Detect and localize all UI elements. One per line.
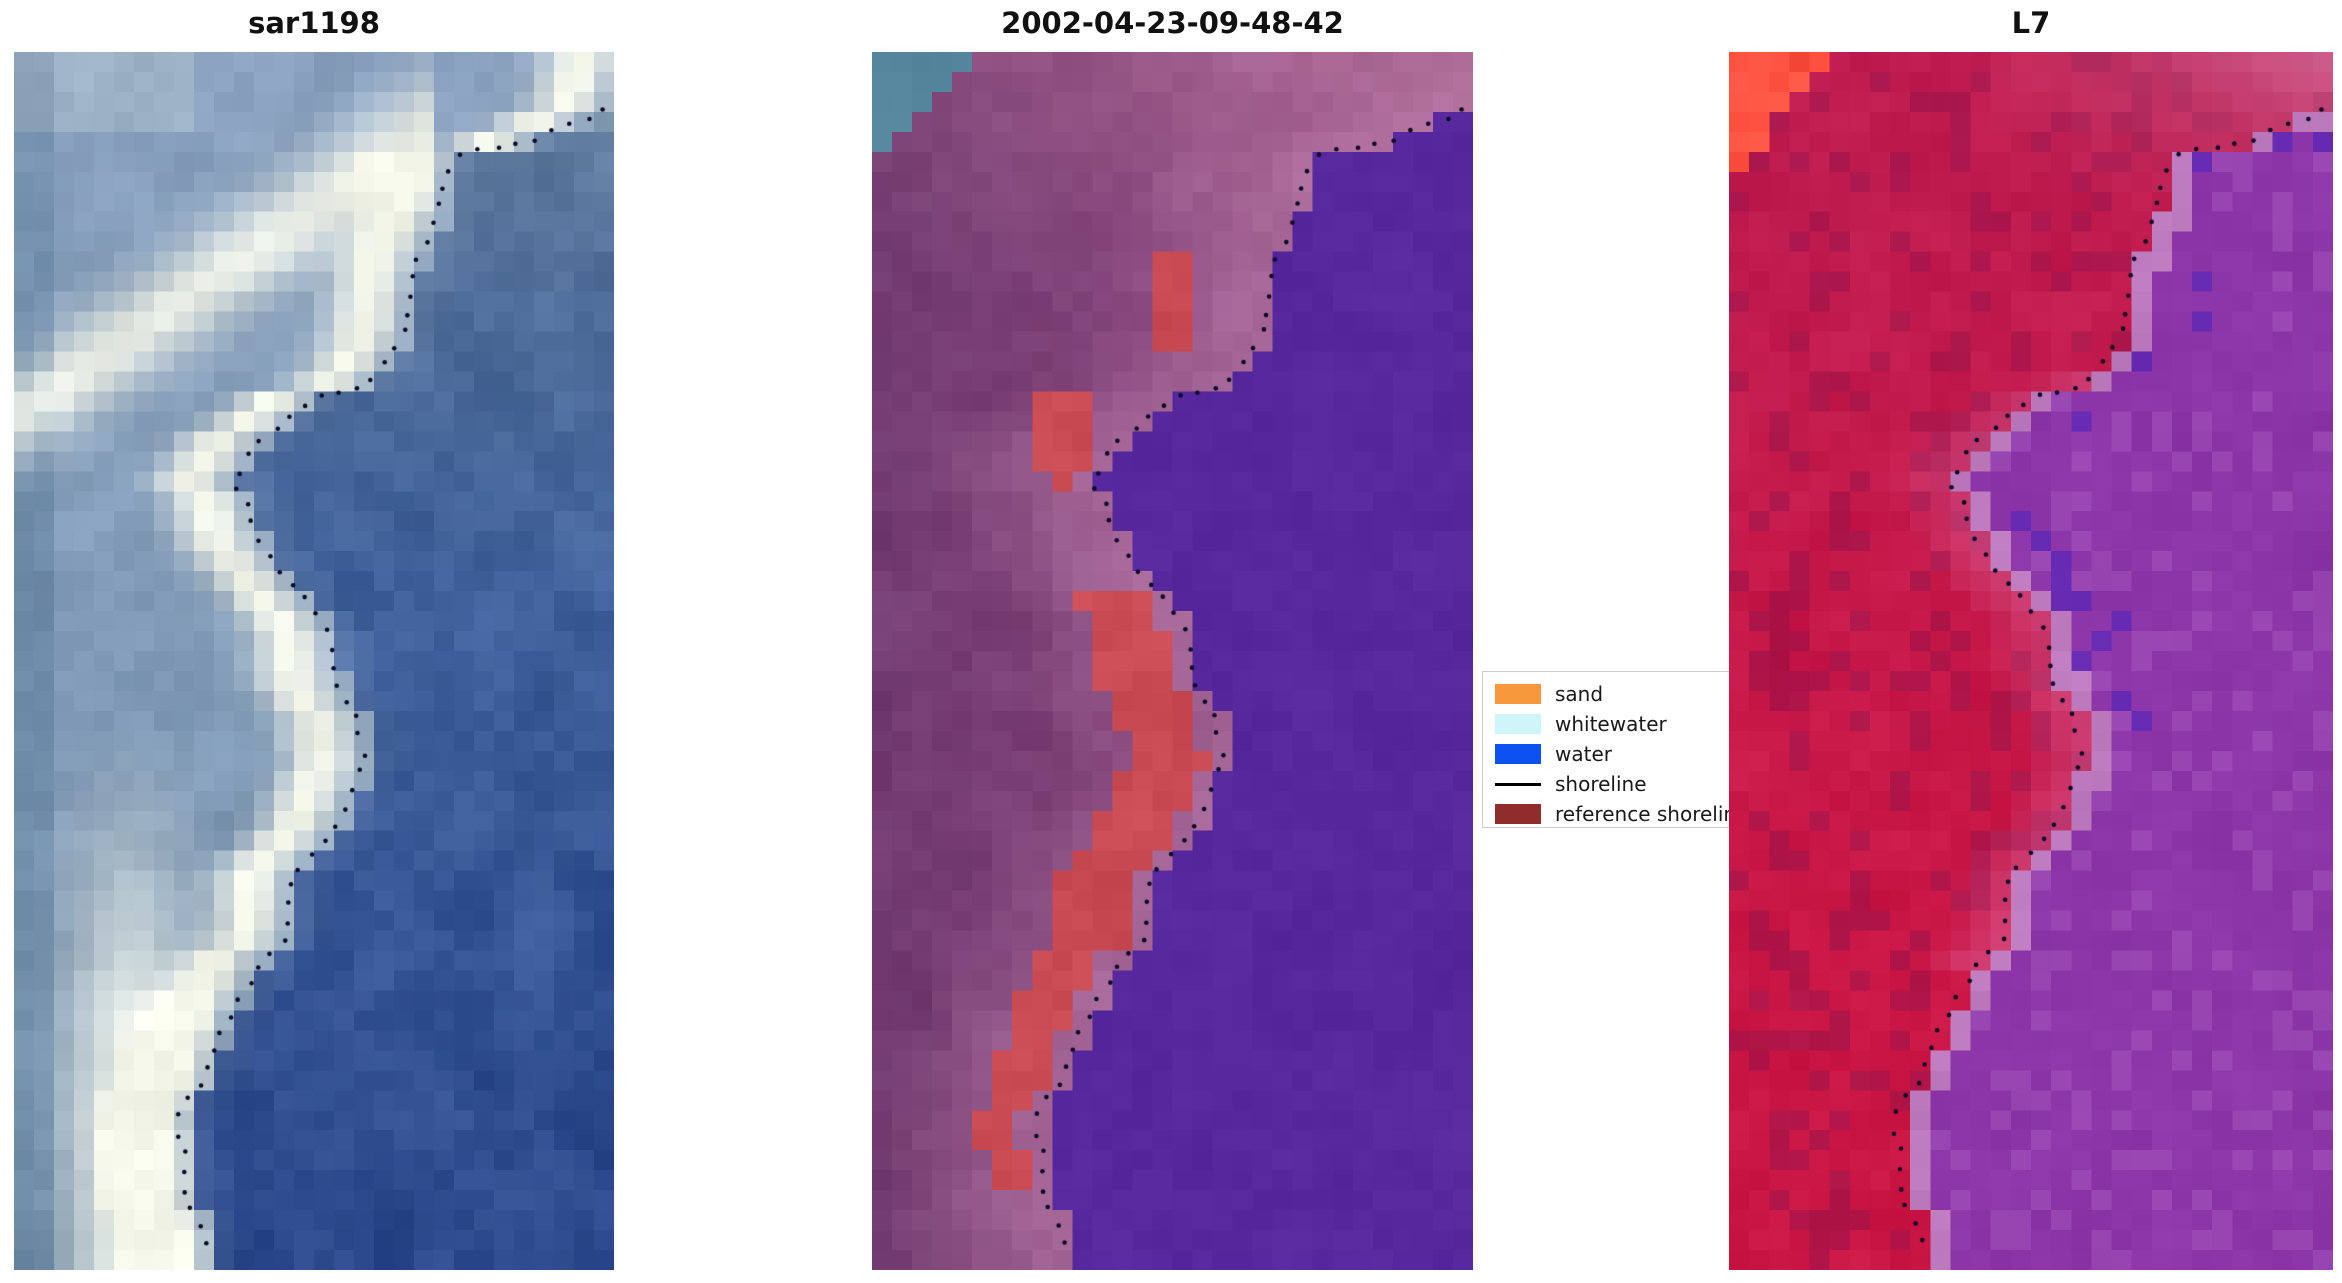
legend-color-swatch-sand xyxy=(1495,684,1541,704)
panel-title-date: 2002-04-23-09-48-42 xyxy=(1001,6,1344,40)
legend-label: reference shoreline xyxy=(1555,802,1740,826)
sar-shoreline-dots-canvas xyxy=(14,52,614,1270)
legend-label: water xyxy=(1555,742,1612,766)
l7-shoreline-dots-canvas xyxy=(1729,52,2333,1270)
legend-box: sand whitewater water shoreline reference sh… xyxy=(1482,671,1740,828)
legend-color-swatch-whitewater xyxy=(1495,714,1541,734)
legend-item-sand: sand xyxy=(1495,679,1739,709)
legend-line-swatch-shoreline xyxy=(1495,782,1541,786)
legend-item-shoreline: shoreline xyxy=(1495,769,1739,799)
legend-label: sand xyxy=(1555,682,1604,706)
legend-label: shoreline xyxy=(1555,772,1647,796)
sar-image-panel xyxy=(14,52,614,1270)
legend-label: whitewater xyxy=(1555,712,1667,736)
l7-image-panel xyxy=(1729,52,2333,1270)
classified-image-panel xyxy=(872,52,1473,1270)
legend-color-swatch-water xyxy=(1495,744,1541,764)
legend-item-whitewater: whitewater xyxy=(1495,709,1739,739)
legend-item-reference-shoreline: reference shoreline xyxy=(1495,799,1740,827)
panel-title-l7: L7 xyxy=(2011,6,2051,40)
classified-shoreline-dots-canvas xyxy=(872,52,1473,1270)
legend-item-water: water xyxy=(1495,739,1739,769)
legend-color-swatch-reference-shoreline xyxy=(1495,804,1541,824)
panel-title-sar1198: sar1198 xyxy=(248,6,380,40)
